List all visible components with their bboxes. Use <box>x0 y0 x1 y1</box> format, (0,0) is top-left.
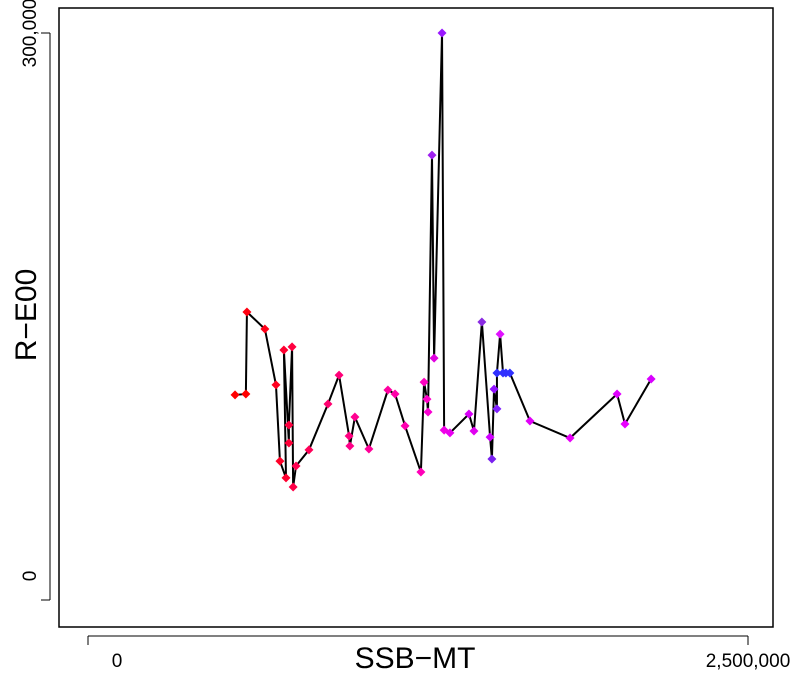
x-axis-title: SSB−MT <box>355 642 476 673</box>
data-point <box>419 377 429 387</box>
y-axis-title: R−E00 <box>10 269 43 362</box>
data-point <box>423 407 433 417</box>
data-point <box>445 428 455 438</box>
data-point <box>242 307 252 317</box>
data-point <box>565 433 575 443</box>
data-point <box>400 421 410 431</box>
data-point <box>487 454 497 464</box>
data-point <box>230 390 240 400</box>
data-point <box>464 409 474 419</box>
data-point <box>334 370 344 380</box>
plot-frame <box>58 7 774 628</box>
data-point <box>429 353 439 363</box>
data-point <box>304 445 314 455</box>
data-point <box>344 431 354 441</box>
data-point <box>620 419 630 429</box>
data-point <box>416 467 426 477</box>
data-point <box>437 28 447 38</box>
data-point <box>427 150 437 160</box>
x-tick-label: 0 <box>112 651 123 672</box>
data-point <box>612 389 622 399</box>
data-point <box>281 473 291 483</box>
data-point <box>345 441 355 451</box>
data-point <box>492 368 502 378</box>
data-point <box>492 404 502 414</box>
data-point <box>241 389 251 399</box>
data-point <box>525 416 535 426</box>
data-point <box>495 329 505 339</box>
data-point <box>390 389 400 399</box>
data-point <box>279 345 289 355</box>
data-point <box>469 426 479 436</box>
data-point <box>383 385 393 395</box>
y-tick-label: 0 <box>20 571 41 582</box>
x-tick-label: 2,500,000 <box>706 651 791 672</box>
data-point <box>260 324 270 334</box>
data-line <box>234 32 652 488</box>
data-point <box>323 399 333 409</box>
data-point <box>485 432 495 442</box>
data-point <box>477 317 487 327</box>
data-point <box>284 438 294 448</box>
data-point <box>489 384 499 394</box>
data-point <box>422 394 432 404</box>
y-tick-label: 300,000 <box>20 0 41 67</box>
data-point <box>291 461 301 471</box>
data-point <box>646 374 656 384</box>
data-point <box>275 456 285 466</box>
data-point <box>350 412 360 422</box>
data-point <box>288 482 298 492</box>
data-point <box>284 420 294 430</box>
data-point <box>364 444 374 454</box>
data-point <box>287 342 297 352</box>
data-point <box>505 368 515 378</box>
data-point <box>271 380 281 390</box>
